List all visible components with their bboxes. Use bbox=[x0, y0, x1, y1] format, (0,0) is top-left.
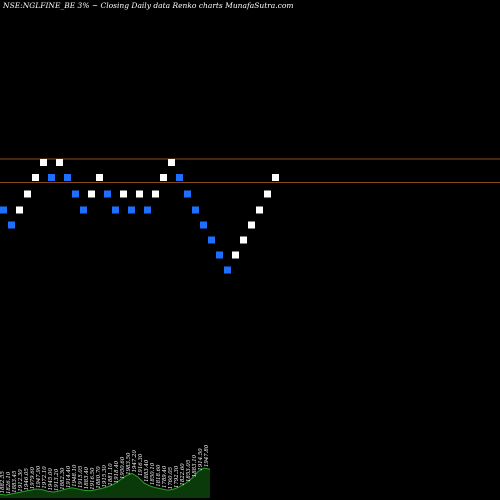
renko-brick-up bbox=[232, 251, 239, 259]
volume-fill bbox=[0, 468, 210, 498]
volume-price-label: 1883.45 bbox=[12, 470, 18, 493]
renko-brick-down bbox=[200, 221, 207, 229]
renko-brick-up bbox=[272, 174, 279, 181]
volume-price-label: 1853.05 bbox=[186, 459, 192, 482]
renko-brick-down bbox=[208, 236, 215, 244]
renko-brick-up bbox=[88, 190, 95, 198]
renko-brick-up bbox=[32, 174, 39, 181]
volume-price-label: 1983.50 bbox=[126, 452, 132, 475]
volume-price-label: 1947.80 bbox=[204, 444, 210, 467]
renko-brick-down bbox=[64, 174, 71, 181]
renko-brick-down bbox=[224, 266, 231, 274]
renko-brick-down bbox=[176, 174, 183, 181]
renko-brick-down bbox=[192, 206, 199, 214]
volume-line bbox=[0, 467, 211, 496]
volume-price-label: 1915.05 bbox=[78, 465, 84, 488]
renko-brick-down bbox=[184, 190, 191, 198]
renko-brick-up bbox=[248, 221, 255, 229]
volume-price-label: 1818.60 bbox=[156, 464, 162, 487]
volume-price-label: 1948.10 bbox=[72, 464, 78, 487]
renko-bricks bbox=[0, 159, 279, 274]
volume-labels: 1882.55 1826.10 1883.45 1912.30 1946.05 1979.… bbox=[0, 444, 210, 494]
volume-price-label: 1883.40 bbox=[144, 459, 150, 482]
volume-price-label: 1881.10 bbox=[108, 463, 114, 486]
renko-brick-up bbox=[152, 190, 159, 198]
volume-price-label: 1913.20 bbox=[54, 468, 60, 491]
renko-brick-down bbox=[216, 251, 223, 259]
reference-lines bbox=[0, 158, 500, 183]
renko-brick-up bbox=[160, 174, 167, 181]
volume-price-label: 1947.20 bbox=[132, 450, 138, 473]
volume-price-label: 1916.30 bbox=[138, 453, 144, 476]
renko-brick-up bbox=[240, 236, 247, 244]
volume-price-label: 1883.40 bbox=[84, 466, 90, 489]
renko-brick-down bbox=[144, 206, 151, 214]
volume-price-label: 1850.10 bbox=[150, 462, 156, 485]
renko-brick-up bbox=[136, 190, 143, 198]
volume-price-label: 1946.05 bbox=[24, 468, 30, 491]
volume-price-label: 1880.70 bbox=[96, 466, 102, 489]
volume-price-label: 1882.55 bbox=[0, 471, 6, 494]
renko-brick-up bbox=[40, 159, 47, 166]
renko-brick-down bbox=[48, 174, 55, 181]
volume-price-label: 1916.50 bbox=[90, 467, 96, 490]
volume-price-label: 1792.30 bbox=[174, 465, 180, 488]
volume-price-label: 1979.60 bbox=[30, 466, 36, 489]
chart-title: NSE:NGLFINE_BE 3% ~ Closing Daily data R… bbox=[2, 1, 293, 10]
renko-brick-up bbox=[16, 206, 23, 214]
renko-brick-up bbox=[120, 190, 127, 198]
volume-price-label: 1972.10 bbox=[42, 466, 48, 489]
renko-brick-down bbox=[8, 221, 15, 229]
volume-price-label: 1882.30 bbox=[60, 467, 66, 490]
volume-price-label: 1914.40 bbox=[66, 465, 72, 488]
renko-brick-up bbox=[168, 159, 175, 166]
renko-brick-up bbox=[24, 190, 31, 198]
volume-price-label: 1822.60 bbox=[180, 463, 186, 486]
volume-price-label: 1760.05 bbox=[168, 466, 174, 489]
renko-brick-down bbox=[80, 206, 87, 214]
volume-price-label: 1918.40 bbox=[114, 460, 120, 483]
renko-brick-down bbox=[112, 206, 119, 214]
renko-brick-up bbox=[96, 174, 103, 181]
volume-price-label: 1789.40 bbox=[162, 465, 168, 488]
renko-brick-down bbox=[0, 206, 7, 214]
volume-area bbox=[0, 467, 211, 498]
renko-brick-up bbox=[256, 206, 263, 214]
volume-price-label: 1826.10 bbox=[6, 471, 12, 494]
volume-price-label: 1912.30 bbox=[18, 469, 24, 492]
volume-price-label: 1945.00 bbox=[48, 468, 54, 491]
renko-brick-up bbox=[56, 159, 63, 166]
volume-price-label: 1915.30 bbox=[102, 465, 108, 488]
volume-price-label: 1947.90 bbox=[36, 465, 42, 488]
renko-brick-down bbox=[72, 190, 79, 198]
renko-brick-down bbox=[104, 190, 111, 198]
volume-price-label: 1883.10 bbox=[192, 454, 198, 477]
renko-brick-up bbox=[264, 190, 271, 198]
volume-price-label: 1914.50 bbox=[198, 448, 204, 471]
renko-brick-down bbox=[128, 206, 135, 214]
volume-price-label: 1950.60 bbox=[120, 456, 126, 479]
